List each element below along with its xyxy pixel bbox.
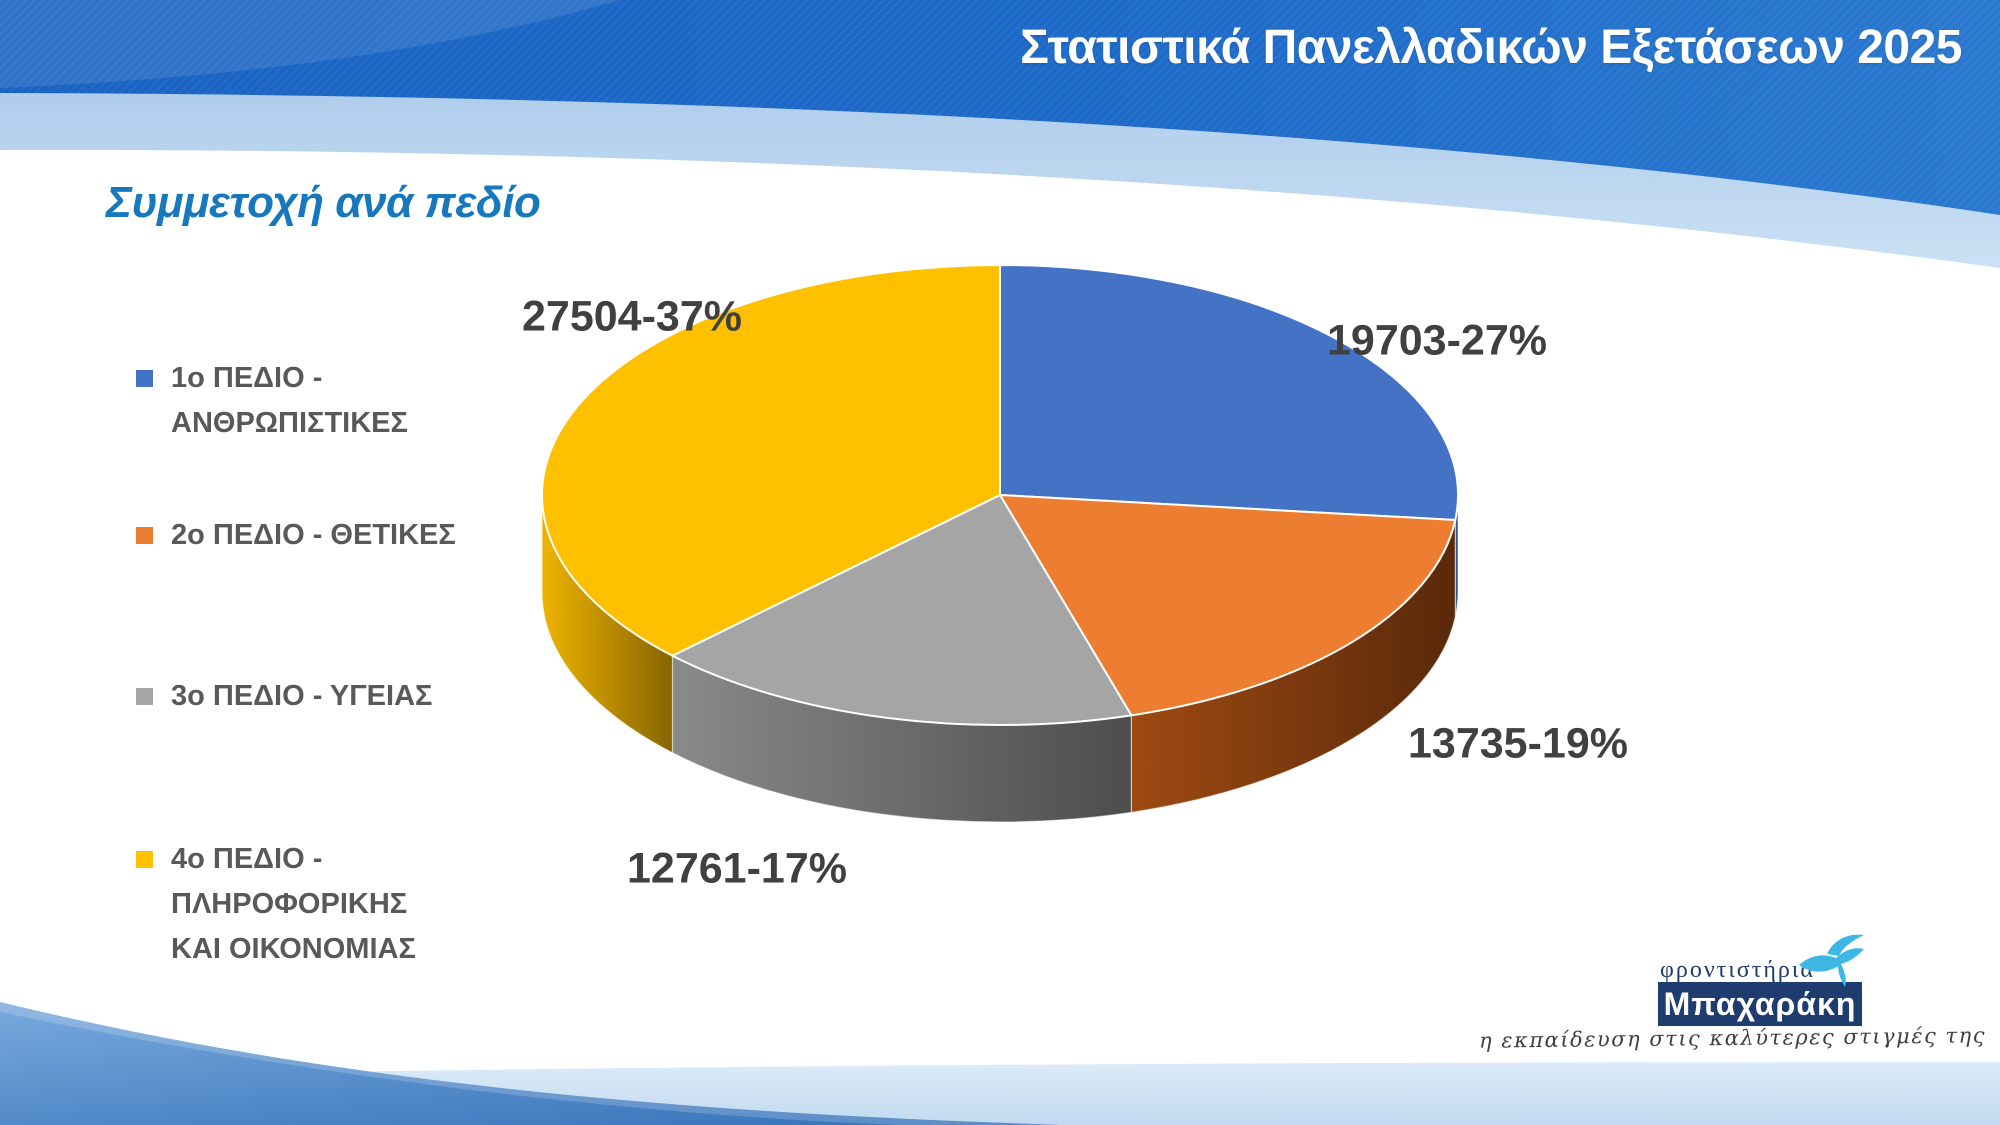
legend-swatch-icon (136, 851, 153, 868)
pie-slice-side (1454, 494, 1459, 618)
dove-icon (1799, 934, 1864, 987)
legend-label: 4ο ΠΕΔΙΟ - ΠΛΗΡΟΦΟΡΙΚΗΣ ΚΑΙ ΟΙΚΟΝΟΜΙΑΣ (171, 837, 416, 972)
pie-data-label: 13735-19% (1408, 719, 1628, 768)
pie-data-label: 27504-37% (522, 292, 742, 341)
legend-label-line: ΑΝΘΡΩΠΙΣΤΙΚΕΣ (171, 407, 408, 439)
pie-slice-side (671, 654, 1133, 823)
legend-swatch-icon (136, 527, 153, 544)
legend-label: 1ο ΠΕΔΙΟ - ΑΝΘΡΩΠΙΣΤΙΚΕΣ (171, 356, 408, 446)
pie-slice-side (1130, 519, 1456, 814)
logo-name: Μπαχαράκη (1663, 985, 1857, 1022)
logo-header: φροντιστήρια (1660, 950, 1866, 984)
logo-box: Μπαχαράκη (1658, 982, 1862, 1026)
legend-swatch-icon (136, 370, 153, 387)
pie-slice (999, 264, 1459, 521)
legend-label-line: 1ο ΠΕΔΙΟ - (171, 362, 323, 394)
logo-top-text: φροντιστήρια (1660, 957, 1815, 983)
legend-item: 3ο ΠΕΔΙΟ - ΥΓΕΙΑΣ (136, 674, 432, 719)
legend-label-line: 4ο ΠΕΔΙΟ - (171, 843, 323, 875)
logo-slogan: η εκπαίδευση στις καλύτερες στιγμές της (1478, 1023, 1987, 1053)
legend-item: 4ο ΠΕΔΙΟ - ΠΛΗΡΟΦΟΡΙΚΗΣ ΚΑΙ ΟΙΚΟΝΟΜΙΑΣ (136, 837, 416, 972)
legend-item: 2ο ΠΕΔΙΟ - ΘΕΤΙΚΕΣ (136, 513, 456, 558)
legend-label-line: 3ο ΠΕΔΙΟ - ΥΓΕΙΑΣ (171, 680, 433, 712)
legend-label-line: 2ο ΠΕΔΙΟ - ΘΕΤΙΚΕΣ (171, 519, 456, 551)
pie-slice (671, 494, 1133, 726)
legend-label-line: ΠΛΗΡΟΦΟΡΙΚΗΣ (171, 888, 408, 920)
legend-label-line: ΚΑΙ ΟΙΚΟΝΟΜΙΑΣ (171, 933, 416, 965)
legend-swatch-icon (136, 688, 153, 705)
pie-data-label: 19703-27% (1327, 316, 1547, 365)
legend-label: 3ο ΠΕΔΙΟ - ΥΓΕΙΑΣ (171, 674, 432, 719)
chart-title: Συμμετοχή ανά πεδίο (106, 178, 541, 227)
pie-slice-side (541, 494, 674, 754)
slide-title: Στατιστικά Πανελλαδικών Εξετάσεων 2025 (1020, 21, 1962, 74)
legend-label: 2ο ΠΕΔΙΟ - ΘΕΤΙΚΕΣ (171, 513, 456, 558)
legend-item: 1ο ΠΕΔΙΟ - ΑΝΘΡΩΠΙΣΤΙΚΕΣ (136, 356, 408, 446)
pie-data-label: 12761-17% (627, 844, 847, 893)
pie-slice (999, 494, 1457, 717)
